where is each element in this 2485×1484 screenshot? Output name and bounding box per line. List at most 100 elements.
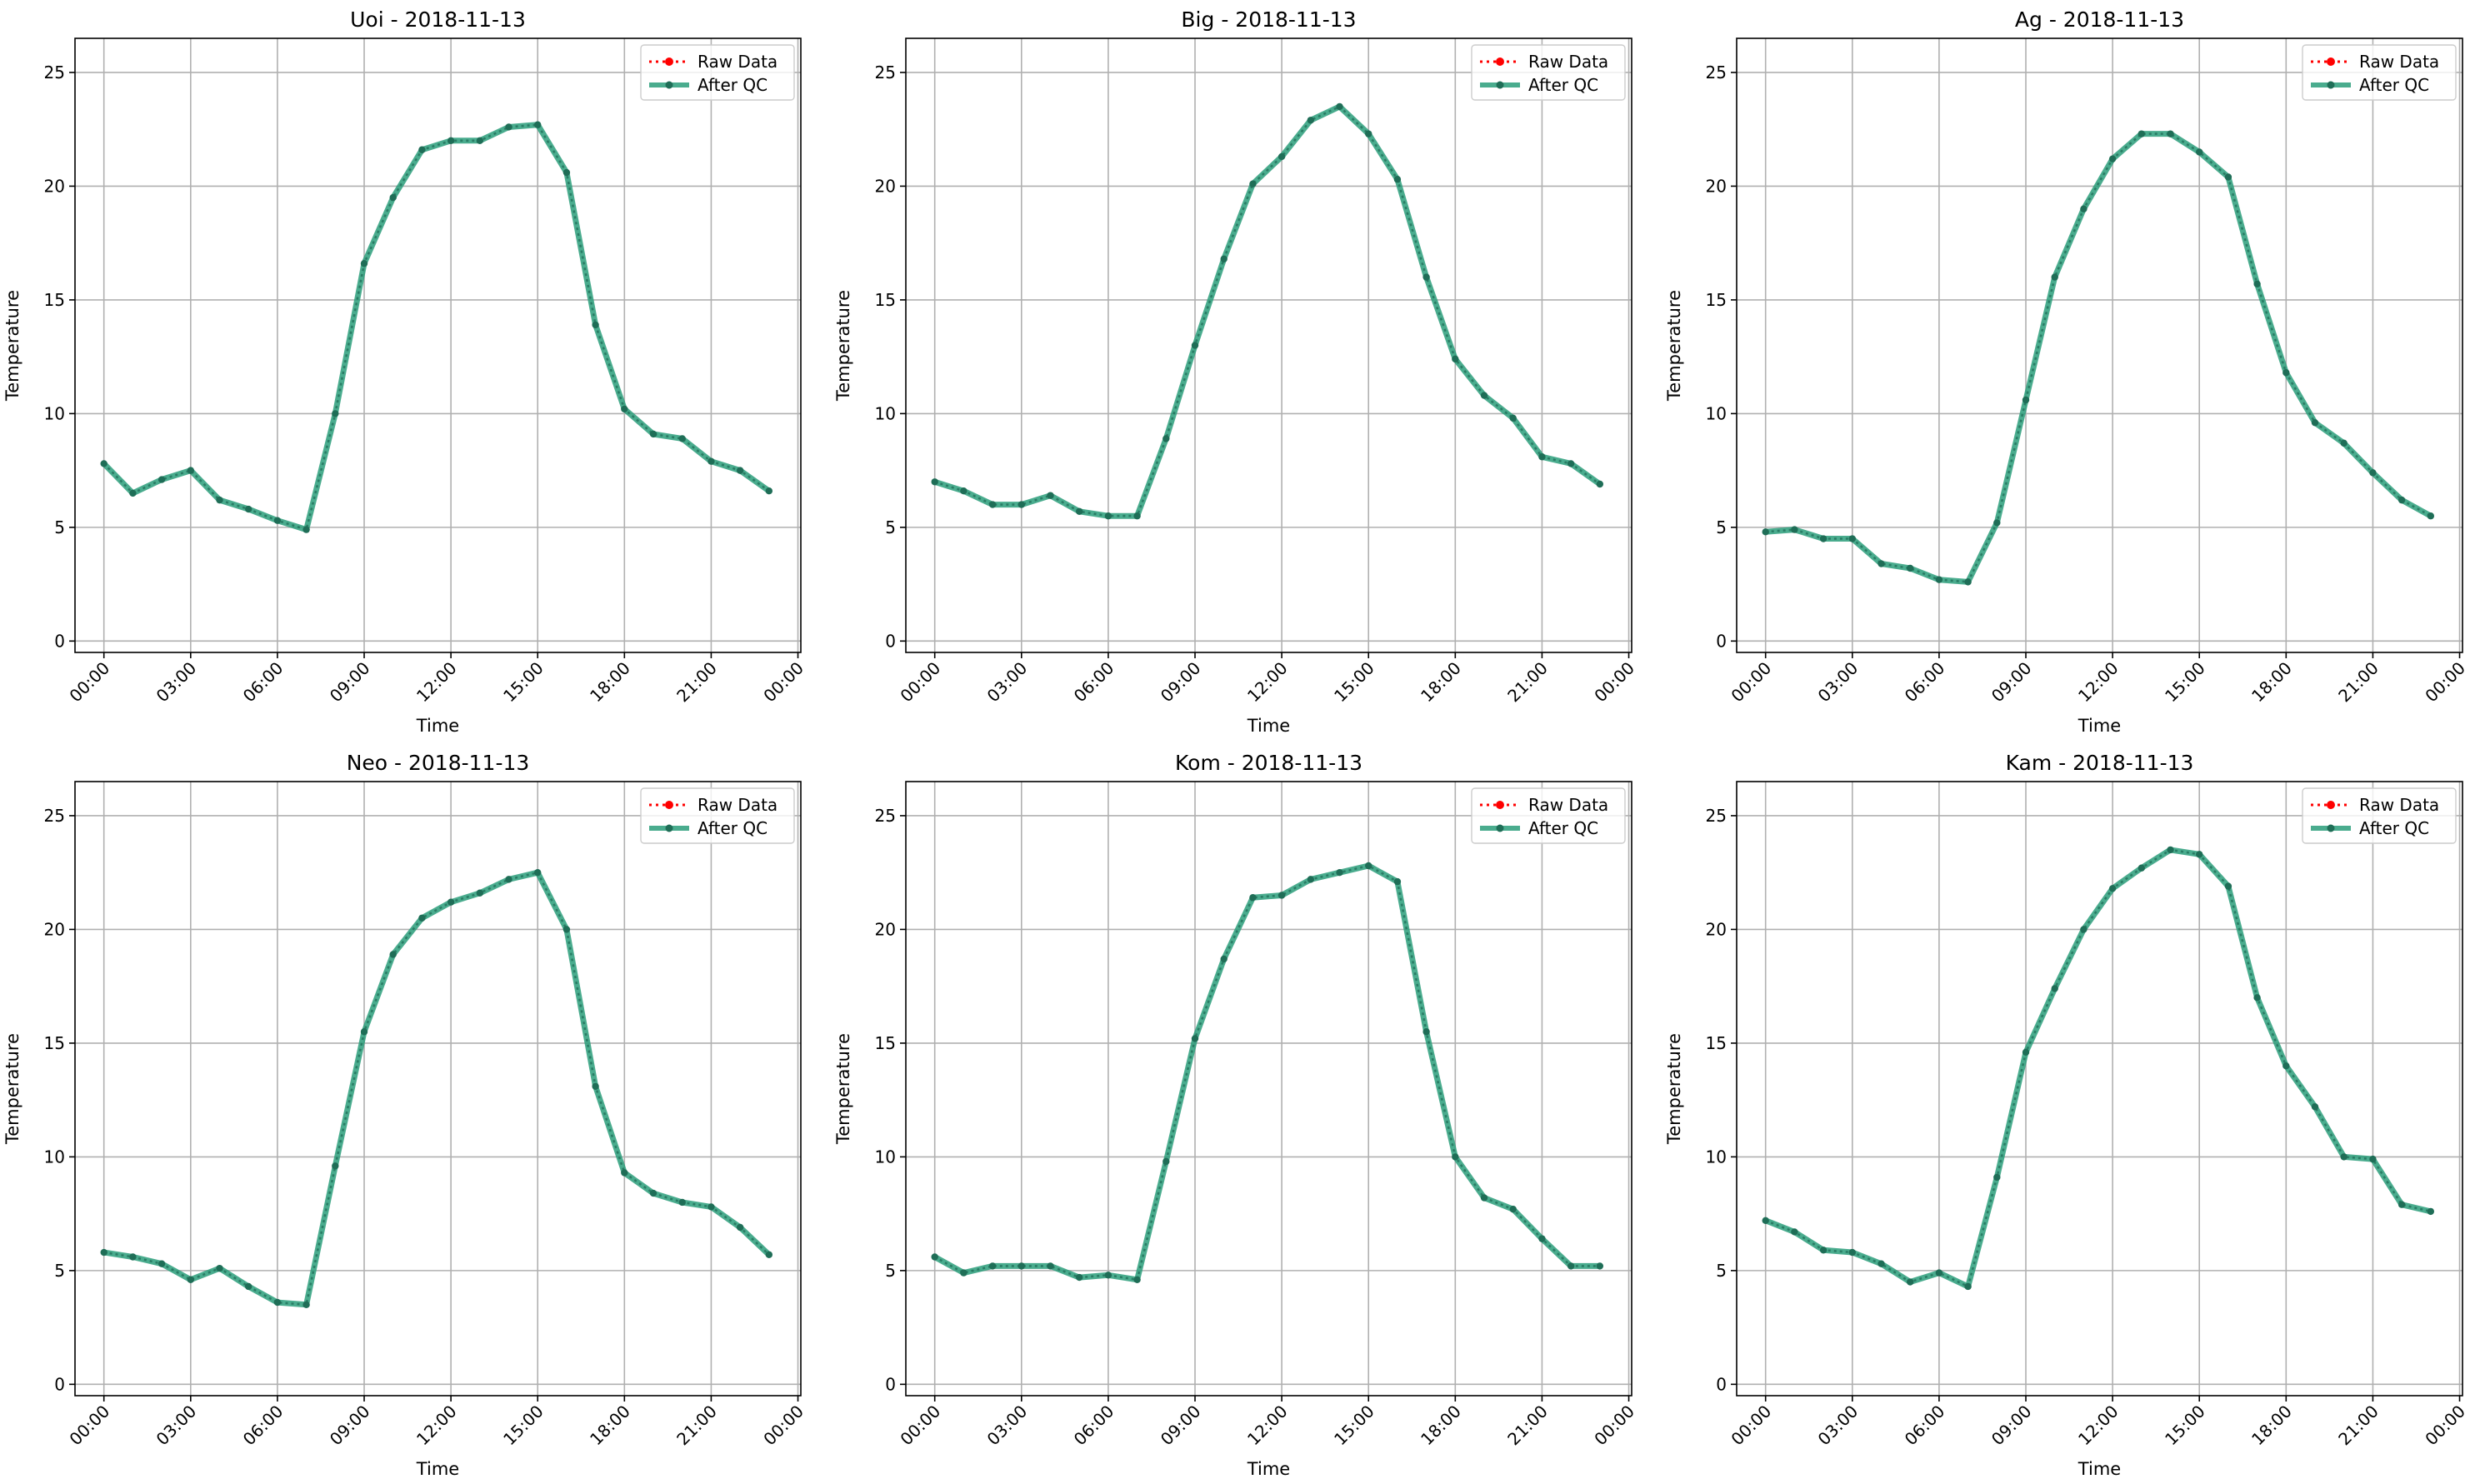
legend-raw-marker: [665, 57, 673, 66]
x-tick-label: 18:00: [2248, 658, 2296, 707]
y-axis-label: Temperature: [833, 1033, 853, 1145]
y-tick-label: 15: [1706, 1033, 1727, 1053]
y-tick-label: 15: [44, 290, 65, 310]
subplot-5: 0 5 10 15 20 25 00:00 03:00 06:00 09:00 12:00 15:00…: [833, 751, 1638, 1479]
after-qc-point: [1365, 862, 1372, 870]
after-qc-point: [505, 876, 512, 883]
y-tick-label: 0: [885, 1374, 896, 1394]
legend-raw-label: Raw Data: [1528, 52, 1608, 72]
y-tick-label: 20: [1706, 919, 1727, 939]
subplot-title: Kam - 2018-11-13: [2006, 751, 2194, 775]
legend-qc-marker: [1496, 824, 1504, 832]
after-qc-point: [649, 1189, 658, 1197]
x-tick-label: 15:00: [499, 658, 548, 707]
x-axis-label: Time: [1247, 1459, 1290, 1479]
grid: [75, 782, 801, 1396]
y-tick-label: 5: [885, 517, 896, 537]
after-qc-point: [1076, 507, 1083, 515]
y-tick-label: 5: [1716, 1261, 1727, 1281]
y-tick-label: 0: [1716, 631, 1727, 651]
x-tick-label: 00:00: [897, 1402, 945, 1450]
x-tick-label: 03:00: [152, 658, 201, 707]
after-qc-point: [2427, 1207, 2435, 1216]
x-tick-label: 12:00: [1243, 658, 1292, 707]
y-tick-label: 10: [875, 403, 896, 423]
series-after-qc: [100, 121, 773, 533]
series-after-qc: [931, 102, 1604, 520]
x-tick-label: 00:00: [759, 1402, 808, 1450]
after-qc-point: [216, 496, 223, 504]
raw-data-line: [934, 105, 1601, 517]
legend: Raw Data After QC: [640, 44, 795, 101]
y-tick-label: 10: [44, 403, 65, 423]
grid: [906, 38, 1632, 652]
y-tick-label: 20: [44, 919, 65, 939]
after-qc-point: [534, 868, 542, 877]
y-tick-label: 15: [875, 1033, 896, 1053]
x-tick-label: 06:00: [1901, 1402, 1949, 1450]
after-qc-line: [1762, 131, 2434, 585]
after-qc-point: [988, 1262, 997, 1270]
after-qc-point: [1018, 1262, 1026, 1270]
y-tick-label: 20: [875, 176, 896, 196]
legend-raw-label: Raw Data: [2359, 52, 2439, 72]
after-qc-point: [931, 1253, 938, 1261]
y-tick-label: 25: [1706, 62, 1727, 82]
x-tick-label: 12:00: [412, 1402, 461, 1450]
legend-qc-label: After QC: [698, 818, 768, 838]
legend: Raw Data After QC: [2302, 44, 2457, 101]
after-qc-point: [505, 123, 512, 131]
x-axis-label: Time: [416, 716, 459, 736]
y-tick-label: 10: [875, 1147, 896, 1167]
raw-data-line: [934, 864, 1600, 1282]
after-qc-point: [562, 926, 571, 933]
y-tick-label: 25: [44, 62, 65, 82]
legend-raw-label: Raw Data: [2359, 795, 2439, 815]
x-tick-label: 18:00: [586, 1402, 634, 1450]
raw-data-line: [1765, 132, 2432, 583]
subplot-title: Ag - 2018-11-13: [2015, 7, 2184, 32]
axes-frame: [905, 37, 1632, 653]
x-tick-label: 00:00: [1728, 658, 1776, 707]
x-tick-label: 15:00: [499, 1402, 548, 1450]
y-tick-label: 15: [875, 290, 896, 310]
legend-qc-marker: [2327, 824, 2335, 832]
legend-qc-marker: [665, 81, 673, 89]
after-qc-point: [2369, 1155, 2377, 1163]
grid: [75, 38, 801, 652]
x-tick-label: 00:00: [897, 658, 945, 707]
axes-frame: [1736, 781, 2463, 1397]
after-qc-point: [1307, 117, 1315, 124]
y-tick-label: 10: [1706, 403, 1727, 423]
y-tick-label: 10: [44, 1147, 65, 1167]
legend-qc-label: After QC: [2359, 818, 2429, 838]
axes-frame: [74, 37, 802, 653]
y-axis-label: Temperature: [833, 290, 853, 402]
x-tick-label: 09:00: [326, 658, 374, 707]
legend-raw-marker: [2327, 801, 2335, 809]
subplot-4: 0 5 10 15 20 25 00:00 03:00 06:00 09:00 12:00 15:00…: [2, 751, 808, 1479]
x-axis-label: Time: [1247, 716, 1290, 736]
legend-qc-label: After QC: [2359, 75, 2429, 95]
y-tick-label: 10: [1706, 1147, 1727, 1167]
x-tick-label: 21:00: [1503, 658, 1552, 707]
after-qc-line: [932, 103, 1603, 519]
x-tick-label: 00:00: [1728, 1402, 1776, 1450]
x-axis-label: Time: [2078, 716, 2121, 736]
legend: Raw Data After QC: [1471, 44, 1626, 101]
x-tick-label: 18:00: [2248, 1402, 2296, 1450]
x-tick-label: 12:00: [2074, 1402, 2122, 1450]
series-raw-data: [1765, 132, 2432, 583]
legend-raw-label: Raw Data: [1528, 795, 1608, 815]
x-tick-label: 09:00: [1157, 658, 1205, 707]
x-tick-label: 03:00: [1814, 1402, 1862, 1450]
x-tick-label: 06:00: [1901, 658, 1949, 707]
x-tick-label: 06:00: [1070, 658, 1118, 707]
legend-raw-label: Raw Data: [698, 795, 778, 815]
y-tick-label: 20: [44, 176, 65, 196]
x-tick-label: 03:00: [1814, 658, 1862, 707]
after-qc-point: [1018, 501, 1026, 508]
y-tick-label: 5: [54, 517, 65, 537]
series-raw-data: [1765, 848, 2432, 1288]
after-qc-point: [1596, 1262, 1604, 1270]
